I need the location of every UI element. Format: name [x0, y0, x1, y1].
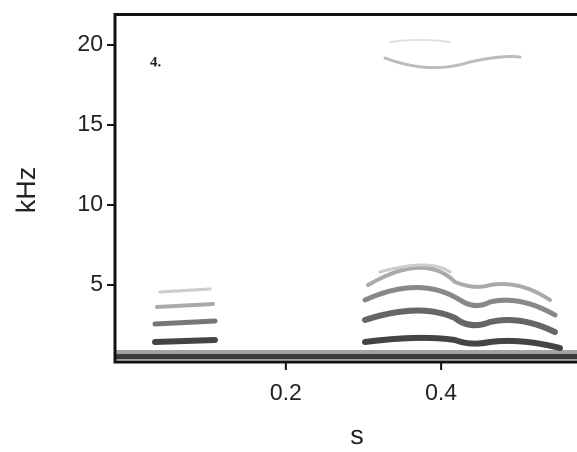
harmonic-band — [152, 337, 218, 345]
y-tick-label: 10 — [77, 190, 103, 216]
x-axis-label: s — [350, 420, 364, 450]
harmonic-band — [152, 318, 218, 327]
harmonic-band — [155, 302, 215, 309]
y-axis-label: kHz — [11, 167, 41, 214]
harmonic-band — [389, 39, 451, 43]
harmonic-band — [362, 285, 558, 318]
harmonic-band — [362, 334, 563, 351]
x-tick-label: 0.4 — [425, 379, 457, 405]
harmonic-band — [362, 307, 558, 335]
y-tick-label: 20 — [77, 30, 103, 56]
y-tick-label: 5 — [90, 270, 103, 296]
x-tick-label: 0.2 — [270, 379, 302, 405]
harmonic-band — [366, 265, 552, 302]
harmonic-band — [378, 263, 452, 274]
annotation: 4. — [150, 54, 162, 70]
y-tick-label: 15 — [77, 110, 103, 136]
noise-floor — [116, 354, 577, 359]
harmonic-band — [158, 287, 212, 294]
spectrogram — [116, 39, 577, 360]
harmonic-band — [383, 55, 522, 70]
